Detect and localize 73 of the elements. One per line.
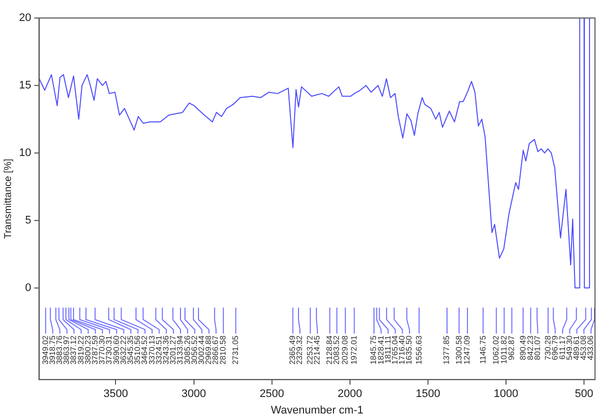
annotation: 730.28	[543, 335, 552, 360]
annotation: 2128.84	[324, 335, 334, 365]
annotation: 3133.94	[176, 335, 185, 365]
annotation: 1972.01	[349, 335, 358, 365]
annotation: 890.49	[518, 335, 528, 360]
x-tick-label: 1000	[494, 388, 518, 400]
annotation: 3085.26	[182, 335, 192, 365]
annotation: 489.61	[572, 335, 582, 360]
x-tick-label: 2500	[260, 388, 284, 400]
annotation: 3464.52	[140, 335, 150, 365]
annotation: 3510.56	[133, 335, 142, 365]
y-tick-label: 10	[18, 146, 32, 159]
annotation: 3243.36	[162, 335, 171, 365]
annotation: 3770.30	[98, 335, 107, 365]
annotation: 3002.44	[197, 335, 206, 365]
annotation: 1845.75	[369, 335, 378, 365]
annotation: 3690.60	[112, 335, 121, 365]
annotation: 1011.82	[499, 335, 508, 364]
x-tick-label: 1500	[416, 388, 440, 400]
x-tick-label: 500	[574, 388, 594, 400]
annotation: 3949.02	[40, 335, 50, 365]
annotation: 3201.27	[168, 335, 178, 365]
annotation: 2969.88	[204, 335, 214, 365]
annotation: 2214.45	[312, 335, 322, 365]
annotation: 3918.75	[48, 335, 57, 365]
annotation: 1556.63	[414, 335, 424, 365]
y-tick-label: 5	[25, 214, 32, 226]
x-tick-label: 2000	[338, 388, 362, 400]
y-axis-title: Transmittance [%]	[2, 158, 14, 239]
annotation: 1247.09	[462, 335, 472, 365]
annotation: 842.23	[526, 335, 535, 360]
annotation: 433.06	[586, 335, 596, 360]
annotation: 3056.52	[190, 335, 199, 365]
annotation: 3370.13	[147, 335, 156, 365]
annotation: 3632.22	[118, 335, 128, 365]
annotation: 2253.72	[305, 335, 314, 365]
y-tick-label: 0	[25, 282, 32, 294]
annotation: 3837.12	[69, 335, 78, 365]
y-tick-label: 20	[18, 12, 32, 24]
annotation: 3324.51	[154, 335, 164, 365]
x-tick-label: 3000	[182, 388, 206, 400]
annotation: 3863.97	[62, 335, 72, 365]
annotation: 2731.05	[230, 335, 240, 365]
annotation: 1062.02	[492, 335, 501, 365]
annotation: 2083.52	[332, 335, 342, 365]
annotation: 696.79	[550, 335, 560, 360]
annotation: 801.07	[532, 335, 542, 360]
annotation: 2810.58	[218, 335, 228, 365]
annotation: 1146.75	[478, 335, 488, 364]
annotation: 611.17	[558, 335, 567, 360]
annotation: 1811.11	[383, 335, 392, 364]
annotation: 3730.31	[104, 335, 114, 365]
annotation: 3883.76	[55, 335, 64, 365]
annotation: 549.30	[564, 335, 574, 360]
annotation: 2365.49	[288, 335, 298, 365]
annotation: 2866.67	[211, 335, 220, 365]
annotation: 3800.23	[83, 335, 92, 365]
annotation: 1300.58	[454, 335, 464, 365]
annotation: 453.08	[579, 335, 588, 360]
annotation: 2029.08	[340, 335, 350, 365]
x-axis-title: Wavenumber cm-1	[270, 404, 364, 416]
annotation: 1716.40	[398, 335, 407, 365]
annotation: 962.87	[507, 335, 516, 360]
annotation: 3787.59	[90, 335, 100, 365]
annotation: 2329.32	[295, 335, 304, 365]
annotation: 1377.85	[442, 335, 452, 365]
y-tick-label: 15	[18, 79, 32, 92]
x-tick-label: 3500	[103, 388, 128, 400]
annotation: 3545.35	[126, 335, 136, 365]
annotation: 1765.04	[390, 335, 400, 365]
annotation: 1828.41	[376, 335, 386, 365]
annotation: 1635.50	[404, 335, 414, 365]
annotation: 3819.22	[76, 335, 86, 365]
